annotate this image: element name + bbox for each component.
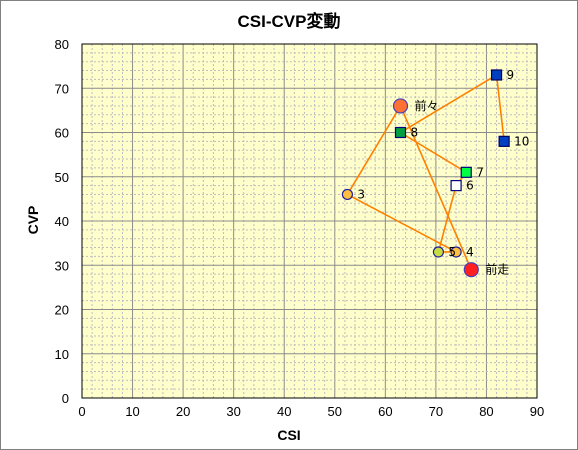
- x-tick-label: 60: [378, 404, 392, 419]
- x-tick-label: 40: [277, 404, 291, 419]
- data-points: [341, 69, 510, 278]
- y-tick-label: 80: [55, 37, 69, 52]
- point-label: 8: [411, 126, 419, 140]
- point-label: 5: [448, 245, 456, 259]
- data-point-square: [498, 135, 510, 147]
- plot-border: [81, 43, 538, 399]
- y-tick-label: 70: [55, 81, 69, 96]
- x-axis-label: CSI: [277, 427, 300, 443]
- point-label: 前走: [485, 262, 509, 277]
- point-label: 6: [466, 179, 474, 193]
- y-tick-label: 10: [55, 347, 69, 362]
- y-tick-label: 20: [55, 303, 69, 318]
- point-label: 前々: [415, 98, 439, 113]
- x-tick-label: 20: [176, 404, 190, 419]
- y-tick-label: 50: [55, 170, 69, 185]
- data-point-square: [460, 166, 472, 178]
- x-tick-label: 70: [429, 404, 443, 419]
- tick-labels: 0 10 20 30 40 50 60 70 80 90 0 10 20 30 40 50 60 70 80: [55, 37, 545, 419]
- chart-title: CSI-CVP変動: [238, 11, 341, 31]
- x-tick-label: 80: [479, 404, 493, 419]
- point-label: 7: [476, 165, 484, 179]
- data-point-circle: [450, 246, 462, 258]
- y-tick-label: 0: [62, 391, 69, 406]
- data-point-circle: [341, 188, 354, 201]
- y-tick-label: 40: [55, 214, 69, 229]
- y-axis-label: CVP: [25, 206, 41, 235]
- x-tick-label: 30: [226, 404, 240, 419]
- y-tick-label: 30: [55, 258, 69, 273]
- x-tick-label: 0: [78, 404, 85, 419]
- point-label: 9: [507, 68, 515, 82]
- latest-race-segment: [399, 105, 473, 270]
- x-tick-label: 10: [125, 404, 139, 419]
- data-point-circle: [463, 262, 479, 278]
- y-tick-label: 60: [55, 126, 69, 141]
- point-label: 3: [357, 187, 365, 201]
- data-point-square: [450, 180, 462, 192]
- point-label: 10: [514, 134, 529, 148]
- point-label: 4: [466, 245, 474, 259]
- x-tick-label: 50: [328, 404, 342, 419]
- grid: [82, 44, 537, 398]
- data-point-circle: [392, 98, 409, 114]
- data-point-square: [394, 126, 407, 139]
- data-point-square: [490, 69, 503, 81]
- data-point-circle: [432, 246, 445, 258]
- x-tick-label: 90: [530, 404, 544, 419]
